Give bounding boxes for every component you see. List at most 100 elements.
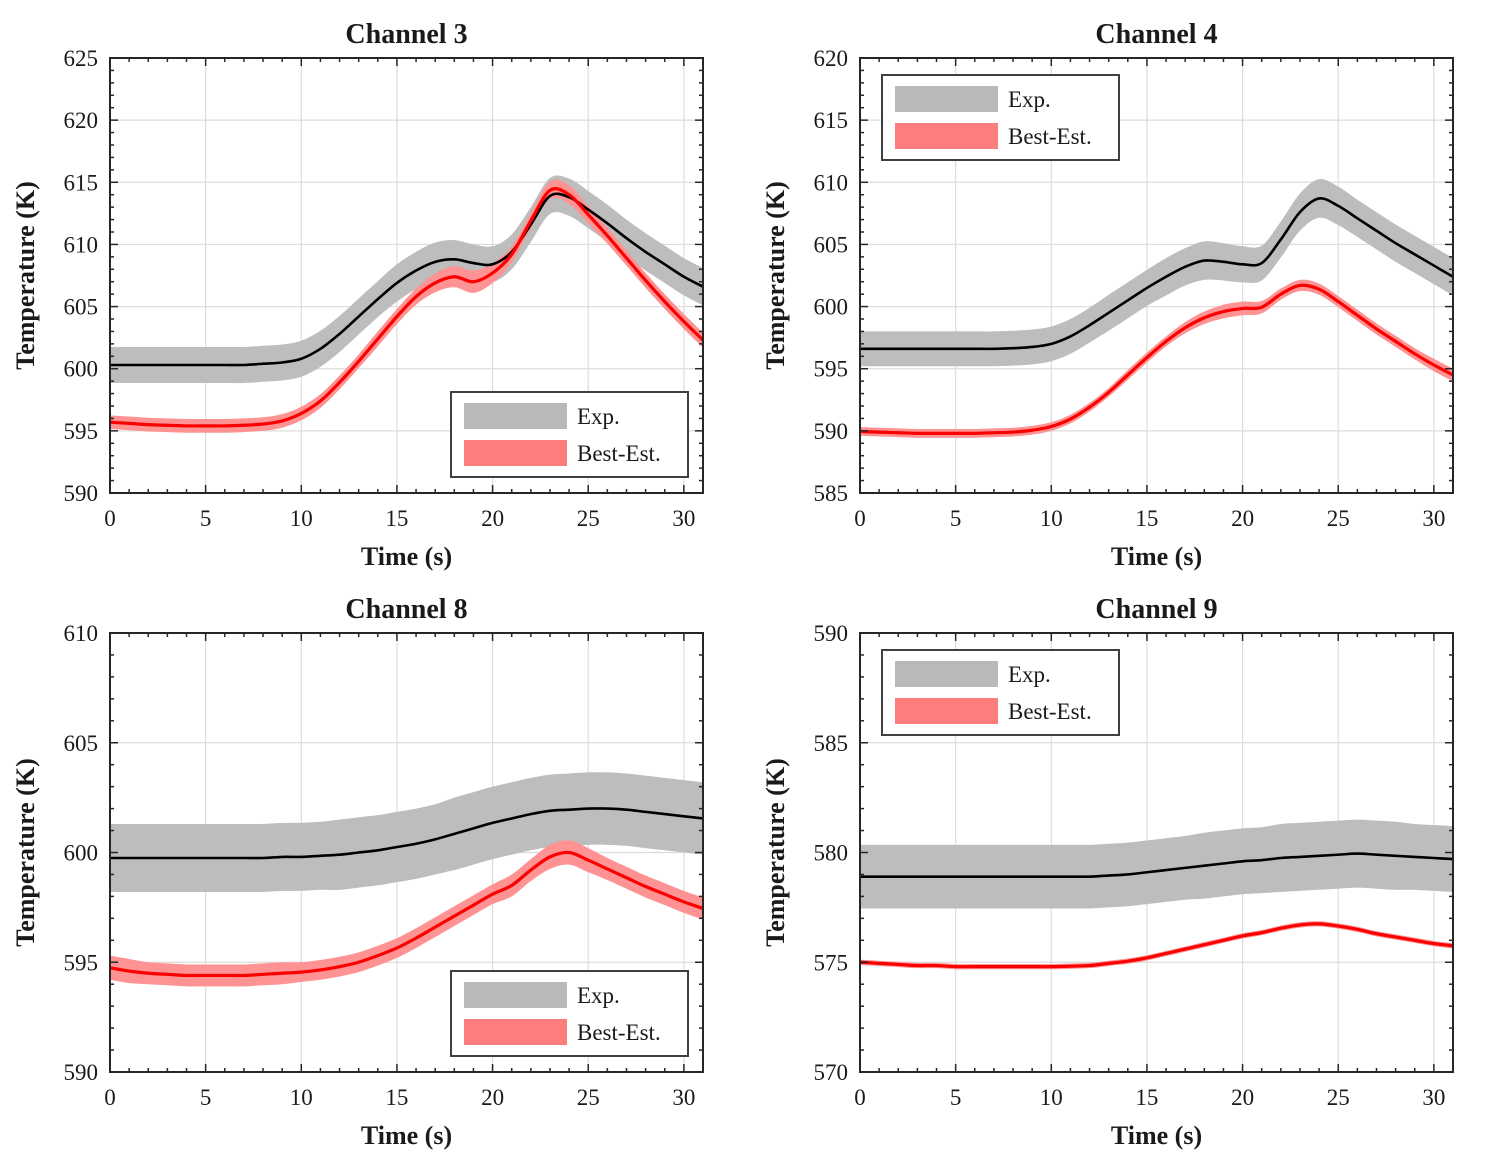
y-tick-label: 600 <box>64 841 99 866</box>
y-tick-label: 615 <box>814 108 849 133</box>
chart-title: Channel 3 <box>345 19 467 50</box>
exp-line <box>860 852 1453 879</box>
plot-area <box>860 179 1453 438</box>
x-axis-label: Time (s) <box>1111 1121 1202 1150</box>
y-tick-label: 585 <box>814 481 849 506</box>
x-tick-label: 0 <box>854 506 866 531</box>
plot-area <box>860 819 1453 970</box>
legend: Exp. Best-Est. <box>881 74 1120 161</box>
tick-marks <box>859 57 1454 494</box>
chart-cell-channel-3: 0 5 10 15 20 25 30 590 595 600 605 610 615 620 625 Chan… <box>0 0 750 586</box>
x-tick-label: 15 <box>1135 1085 1158 1110</box>
legend: Exp. Best-Est. <box>450 970 689 1057</box>
x-axis-label: Time (s) <box>361 1121 452 1150</box>
y-tick-label: 575 <box>814 950 849 975</box>
legend-label-exp: Exp. <box>577 983 620 1008</box>
y-tick-label: 590 <box>814 419 849 444</box>
tick-marks <box>859 632 1454 1073</box>
legend-label-best: Best-Est. <box>1008 699 1092 724</box>
chart-cell-channel-4: 0 5 10 15 20 25 30 585 590 595 600 605 610 615 620 Chan… <box>750 0 1500 586</box>
y-tick-label: 610 <box>64 232 99 257</box>
x-tick-label: 25 <box>1327 1085 1350 1110</box>
x-tick-label: 20 <box>1231 506 1254 531</box>
y-tick-label: 605 <box>64 731 99 756</box>
chart-cell-channel-9: 0 5 10 15 20 25 30 570 575 580 585 590 Channel 9 Time… <box>750 586 1500 1172</box>
best-band <box>110 840 703 987</box>
x-tick-label: 15 <box>385 506 408 531</box>
y-tick-label: 590 <box>64 1060 99 1085</box>
y-tick-label: 580 <box>814 841 849 866</box>
y-tick-label: 600 <box>64 357 99 382</box>
legend-exp-swatch <box>464 982 567 1008</box>
y-axis-label: Temperature (K) <box>11 758 40 946</box>
y-tick-label: 605 <box>814 232 849 257</box>
legend-label-exp: Exp. <box>577 404 620 429</box>
y-tick-label: 595 <box>814 357 849 382</box>
x-tick-label: 30 <box>1422 506 1445 531</box>
legend-exp-swatch <box>895 661 998 687</box>
y-tick-label: 610 <box>64 621 99 646</box>
chart-channel-8: 0 5 10 15 20 25 30 590 595 600 605 610 Channel 8 Time… <box>0 586 750 1172</box>
y-axis-label: Temperature (K) <box>761 181 790 369</box>
legend-label-best: Best-Est. <box>1008 124 1092 149</box>
exp-band <box>110 772 703 893</box>
x-tick-label: 30 <box>672 1085 695 1110</box>
legend: Exp. Best-Est. <box>450 391 689 478</box>
y-tick-label: 595 <box>64 950 99 975</box>
legend-best-swatch <box>464 1019 567 1045</box>
best-line <box>110 850 703 978</box>
best-line <box>110 187 703 428</box>
x-tick-label: 25 <box>577 1085 600 1110</box>
exp-band <box>110 175 703 384</box>
y-tick-label: 600 <box>814 295 849 320</box>
x-tick-label: 10 <box>290 1085 313 1110</box>
x-tick-label: 10 <box>1040 1085 1063 1110</box>
x-tick-label: 20 <box>481 506 504 531</box>
x-tick-label: 10 <box>290 506 313 531</box>
legend: Exp. Best-Est. <box>881 649 1120 736</box>
y-tick-label: 605 <box>64 295 99 320</box>
x-tick-label: 15 <box>1135 506 1158 531</box>
chart-channel-9: 0 5 10 15 20 25 30 570 575 580 585 590 Channel 9 Time… <box>750 586 1500 1172</box>
x-tick-label: 25 <box>577 506 600 531</box>
x-tick-label: 5 <box>200 1085 212 1110</box>
chart-channel-4: 0 5 10 15 20 25 30 585 590 595 600 605 610 615 620 Chan… <box>750 0 1500 586</box>
y-tick-label: 590 <box>814 621 849 646</box>
x-tick-label: 30 <box>1422 1085 1445 1110</box>
y-tick-label: 570 <box>814 1060 849 1085</box>
legend-label-exp: Exp. <box>1008 87 1051 112</box>
exp-line <box>110 192 703 367</box>
tick-marks <box>109 632 704 1073</box>
x-tick-label: 5 <box>200 506 212 531</box>
y-tick-label: 595 <box>64 419 99 444</box>
y-tick-label: 620 <box>64 108 99 133</box>
x-tick-label: 5 <box>950 1085 962 1110</box>
x-tick-label: 0 <box>104 506 116 531</box>
x-tick-label: 20 <box>481 1085 504 1110</box>
x-tick-label: 10 <box>1040 506 1063 531</box>
x-axis-label: Time (s) <box>361 542 452 571</box>
legend-label-exp: Exp. <box>1008 662 1051 687</box>
x-tick-label: 15 <box>385 1085 408 1110</box>
legend-label-best: Best-Est. <box>577 1020 661 1045</box>
exp-band <box>860 819 1453 909</box>
legend-best-swatch <box>464 440 567 466</box>
x-tick-label: 5 <box>950 506 962 531</box>
y-axis-label: Temperature (K) <box>11 181 40 369</box>
chart-title: Channel 9 <box>1095 594 1217 625</box>
chart-title: Channel 8 <box>345 594 467 625</box>
best-line <box>860 922 1453 969</box>
axes-box <box>859 57 1454 494</box>
plot-area <box>110 175 703 433</box>
x-tick-label: 0 <box>854 1085 866 1110</box>
chart-channel-3: 0 5 10 15 20 25 30 590 595 600 605 610 615 620 625 Chan… <box>0 0 750 586</box>
y-tick-label: 625 <box>64 46 99 71</box>
exp-line <box>110 807 703 860</box>
x-tick-label: 0 <box>104 1085 116 1110</box>
legend-label-best: Best-Est. <box>577 441 661 466</box>
legend-best-swatch <box>895 698 998 724</box>
y-tick-label: 615 <box>64 170 99 195</box>
best-line <box>860 283 1453 435</box>
y-tick-label: 590 <box>64 481 99 506</box>
